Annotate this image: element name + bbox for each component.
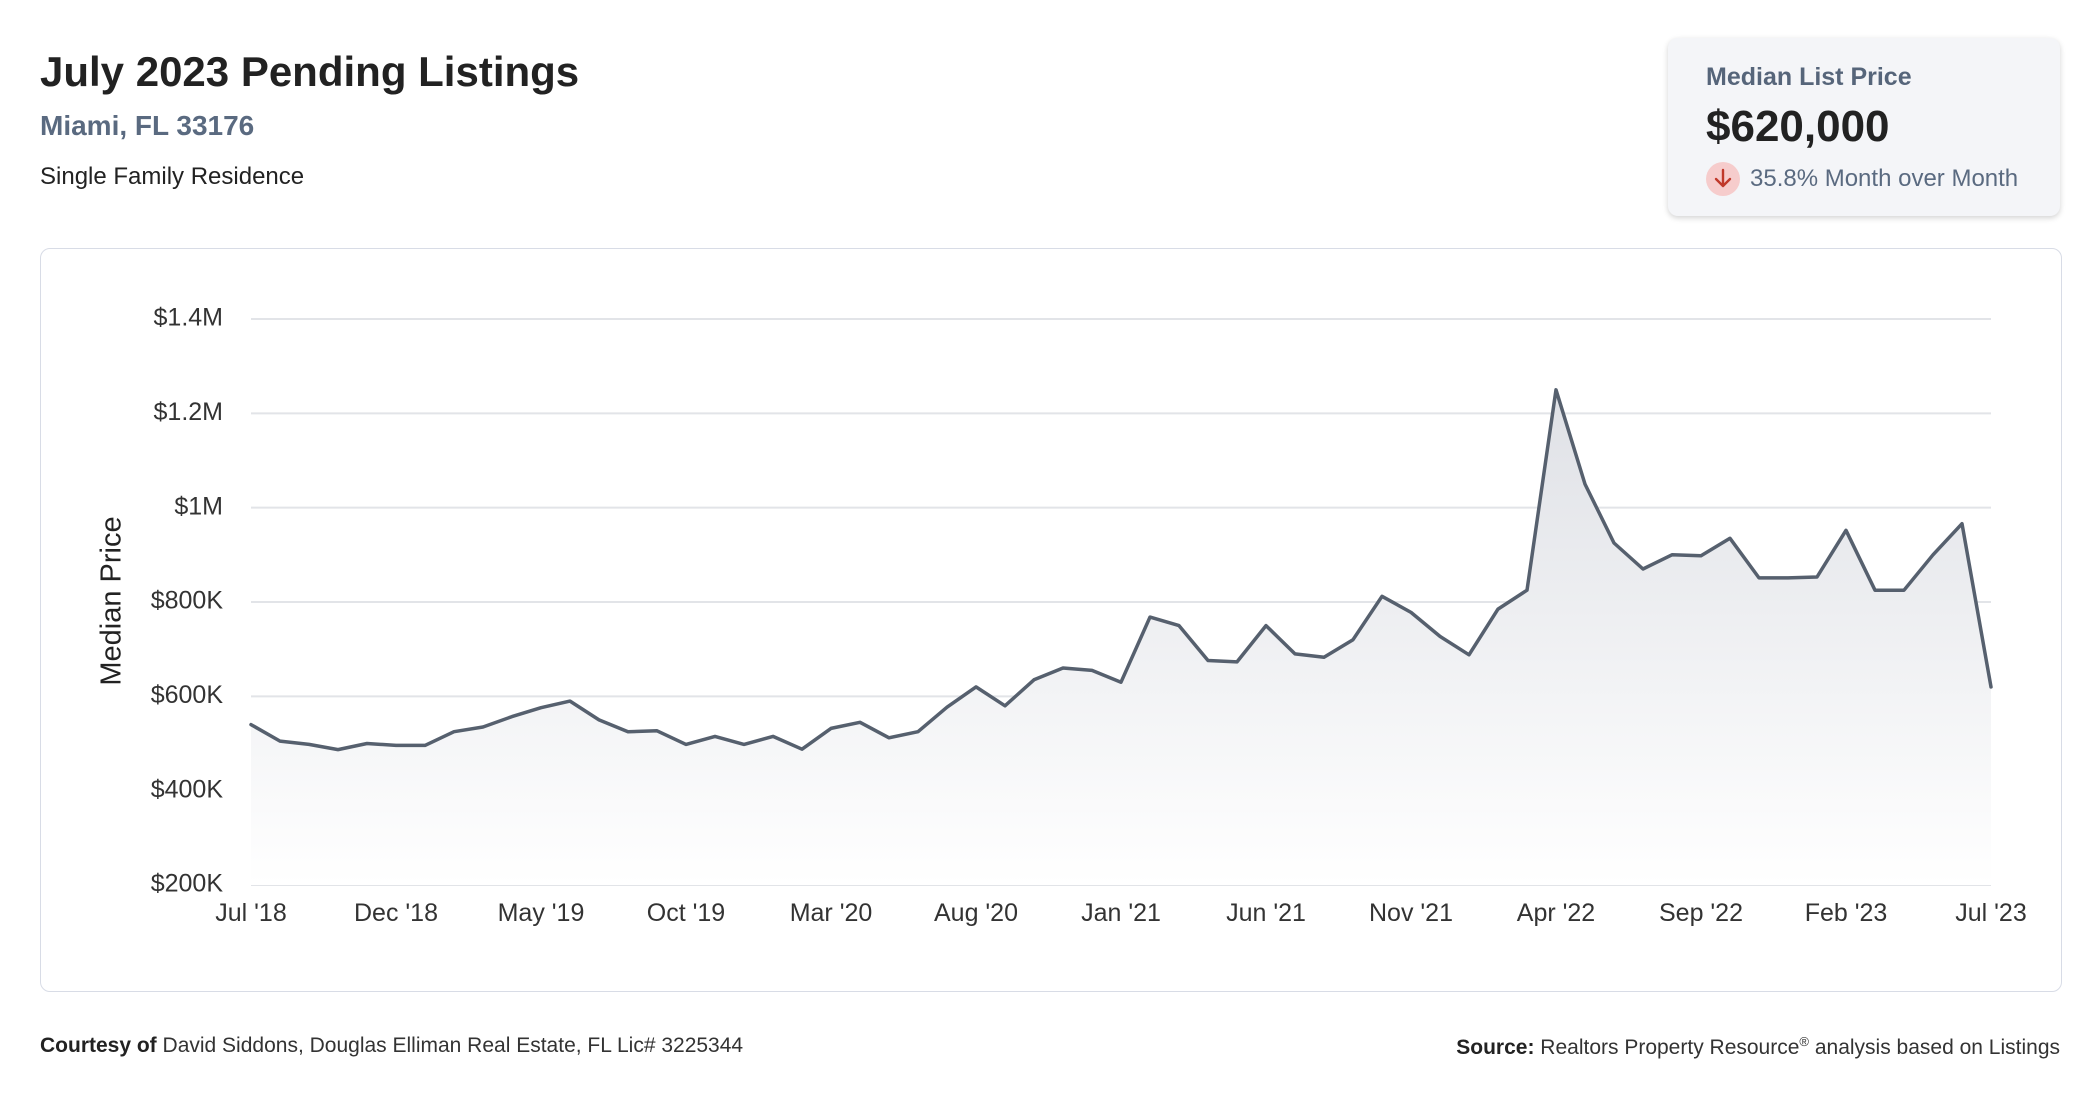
- y-tick-label: $400K: [151, 775, 224, 803]
- y-tick-label: $1.4M: [154, 304, 223, 332]
- arrow-down-icon: [1706, 162, 1740, 196]
- x-tick-label: Nov '21: [1369, 899, 1453, 927]
- x-tick-label: Jul '18: [215, 899, 286, 927]
- y-tick-label: $600K: [151, 681, 224, 709]
- source-text: Realtors Property Resource: [1540, 1036, 1800, 1059]
- price-chart: $200K $400K $600K $800K $1M $1.2M $1.4M Jul '1…: [96, 304, 2027, 927]
- source-label: Source:: [1456, 1036, 1535, 1059]
- stat-value: $620,000: [1706, 102, 1890, 151]
- y-tick-label: $1M: [174, 492, 223, 520]
- x-tick-label: Feb '23: [1805, 899, 1888, 927]
- stat-change: 35.8% Month over Month: [1706, 162, 2060, 196]
- courtesy-text: David Siddons, Douglas Elliman Real Esta…: [162, 1034, 744, 1057]
- source-text-suffix: analysis based on Listings: [1814, 1036, 2060, 1059]
- x-tick-label: Dec '18: [354, 899, 438, 927]
- x-tick-label: Apr '22: [1517, 899, 1595, 927]
- location-subtitle: Miami, FL 33176: [40, 110, 255, 141]
- chart-panel: $200K $400K $600K $800K $1M $1.2M $1.4M Jul '1…: [40, 248, 2062, 992]
- source-footer: Source: Realtors Property Resource® anal…: [1456, 1034, 2060, 1060]
- header: July 2023 Pending Listings Miami, FL 331…: [40, 44, 579, 192]
- x-tick-label: Jun '21: [1226, 899, 1306, 927]
- page-title: July 2023 Pending Listings: [40, 48, 580, 95]
- x-tick-label: Mar '20: [790, 899, 873, 927]
- x-tick-label: Oct '19: [647, 899, 725, 927]
- stat-label: Median List Price: [1706, 63, 1912, 91]
- y-tick-label: $1.2M: [154, 398, 223, 426]
- property-type-label: Single Family Residence: [40, 163, 305, 190]
- x-tick-label: May '19: [498, 899, 585, 927]
- courtesy-label: Courtesy of: [40, 1034, 157, 1057]
- courtesy-footer: Courtesy of David Siddons, Douglas Ellim…: [40, 1034, 743, 1058]
- x-tick-label: Jan '21: [1081, 899, 1161, 927]
- stat-change-text: 35.8% Month over Month: [1750, 165, 2019, 192]
- registered-mark: ®: [1799, 1034, 1809, 1049]
- area-fill: [251, 389, 1991, 885]
- median-price-card: Median List Price $620,000 35.8% Month o…: [1668, 38, 2060, 216]
- y-tick-label: $800K: [151, 587, 224, 615]
- y-axis-title: Median Price: [96, 516, 128, 685]
- x-tick-label: Sep '22: [1659, 899, 1743, 927]
- y-tick-label: $200K: [151, 870, 224, 898]
- x-tick-label: Aug '20: [934, 899, 1018, 927]
- x-tick-label: Jul '23: [1955, 899, 2026, 927]
